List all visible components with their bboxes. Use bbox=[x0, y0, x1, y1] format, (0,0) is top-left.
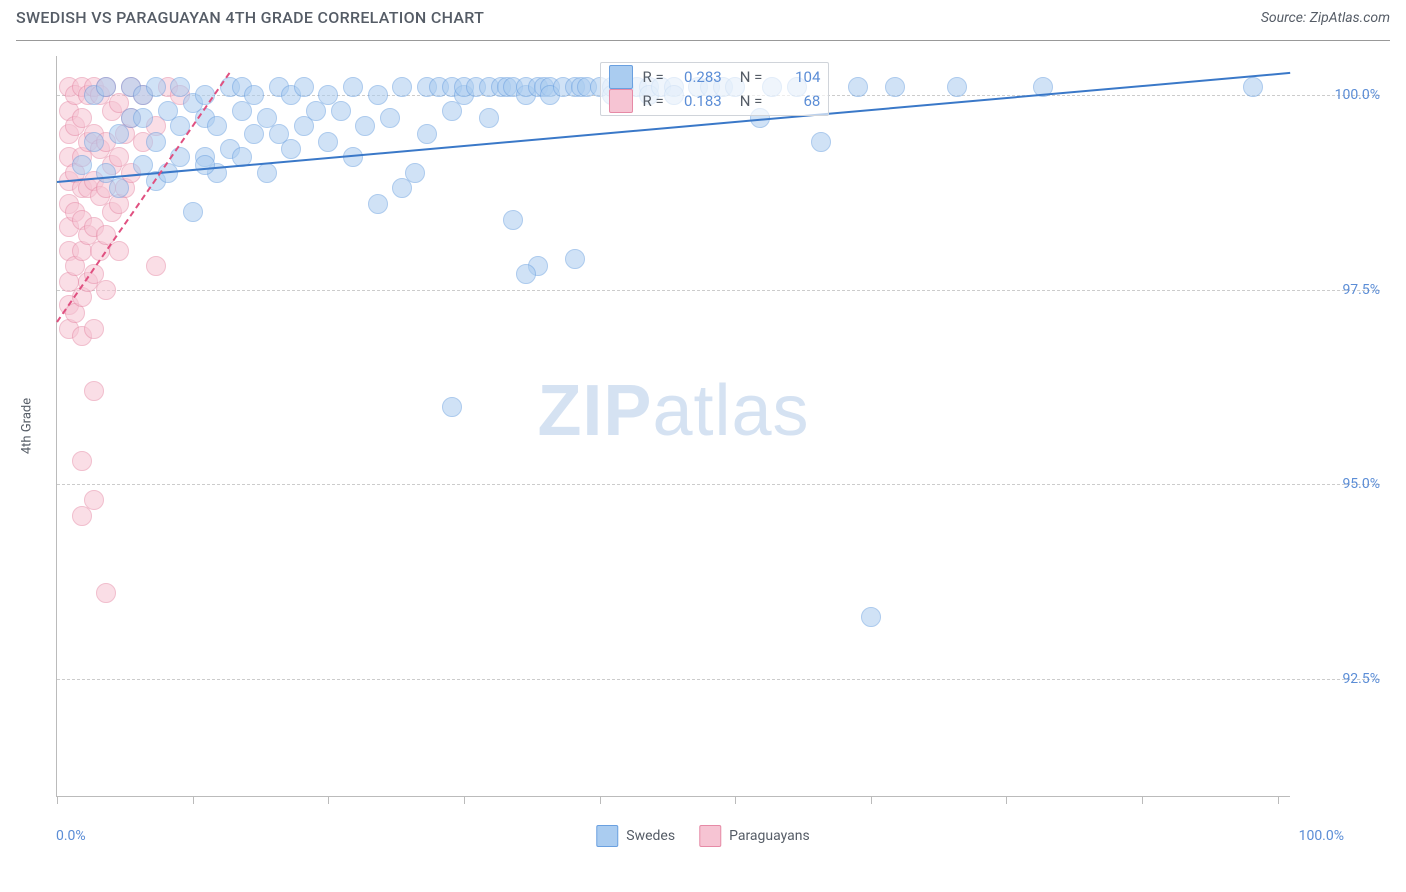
watermark-light: atlas bbox=[652, 371, 809, 451]
watermark-bold: ZIP bbox=[537, 371, 652, 451]
data-point bbox=[392, 77, 412, 97]
plot-area: 4th Grade ZIPatlas 92.5%95.0%97.5%100.0%… bbox=[56, 56, 1290, 797]
data-point bbox=[84, 490, 104, 510]
data-point bbox=[442, 397, 462, 417]
x-tick bbox=[1278, 796, 1279, 804]
data-point bbox=[947, 77, 967, 97]
data-point bbox=[195, 155, 215, 175]
data-point bbox=[417, 124, 437, 144]
data-point bbox=[146, 77, 166, 97]
data-point bbox=[503, 210, 523, 230]
data-point bbox=[343, 77, 363, 97]
legend-r-label: R = bbox=[643, 65, 664, 89]
gridline bbox=[57, 679, 1380, 680]
chart-title: SWEDISH VS PARAGUAYAN 4TH GRADE CORRELAT… bbox=[16, 8, 484, 27]
x-axis-label-right: 100.0% bbox=[1299, 828, 1344, 844]
watermark: ZIPatlas bbox=[537, 370, 809, 452]
legend-swatch bbox=[596, 825, 618, 847]
legend-n-label: N = bbox=[740, 89, 763, 113]
legend-swatch bbox=[609, 89, 633, 113]
legend-n-value: 104 bbox=[772, 65, 820, 89]
data-point bbox=[861, 607, 881, 627]
data-point bbox=[146, 256, 166, 276]
data-point bbox=[355, 116, 375, 136]
legend-stats-row: R = 0.283 N = 104 bbox=[609, 65, 821, 89]
data-point bbox=[848, 77, 868, 97]
legend-item: Swedes bbox=[596, 825, 675, 847]
x-tick bbox=[464, 796, 465, 804]
chart-source: Source: ZipAtlas.com bbox=[1261, 10, 1390, 26]
x-tick bbox=[735, 796, 736, 804]
data-point bbox=[565, 249, 585, 269]
chart-header: SWEDISH VS PARAGUAYAN 4TH GRADE CORRELAT… bbox=[0, 0, 1406, 31]
legend-n-value: 68 bbox=[772, 89, 820, 113]
y-axis-label: 4th Grade bbox=[20, 398, 35, 454]
legend-bottom: Swedes Paraguayans bbox=[596, 825, 809, 847]
data-point bbox=[516, 264, 536, 284]
data-point bbox=[318, 132, 338, 152]
data-point bbox=[183, 202, 203, 222]
chart-container: 4th Grade ZIPatlas 92.5% 95.0% 97.5% 100.0%… bbox=[16, 40, 1390, 872]
data-point bbox=[1243, 77, 1263, 97]
legend-r-value: 0.183 bbox=[674, 89, 722, 113]
data-point bbox=[294, 77, 314, 97]
gridline bbox=[57, 484, 1380, 485]
legend-r-value: 0.283 bbox=[674, 65, 722, 89]
data-point bbox=[96, 583, 116, 603]
x-tick bbox=[600, 796, 601, 804]
data-point bbox=[257, 163, 277, 183]
y-tick-label: 92.5% bbox=[1300, 671, 1380, 687]
data-point bbox=[84, 319, 104, 339]
data-point bbox=[281, 139, 301, 159]
data-point bbox=[72, 451, 92, 471]
x-tick bbox=[57, 796, 58, 804]
data-point bbox=[109, 178, 129, 198]
legend-swatch bbox=[609, 65, 633, 89]
x-axis-label-left: 0.0% bbox=[56, 828, 86, 844]
data-point bbox=[84, 381, 104, 401]
legend-item: Paraguayans bbox=[699, 825, 810, 847]
data-point bbox=[72, 155, 92, 175]
y-tick-label: 97.5% bbox=[1300, 282, 1380, 298]
data-point bbox=[146, 132, 166, 152]
data-point bbox=[244, 85, 264, 105]
data-point bbox=[331, 101, 351, 121]
data-point bbox=[479, 108, 499, 128]
data-point bbox=[207, 116, 227, 136]
data-point bbox=[96, 280, 116, 300]
x-tick bbox=[871, 796, 872, 804]
legend-stats: R = 0.283 N = 104 R = 0.183 N = 68 bbox=[600, 62, 830, 116]
legend-n-label: N = bbox=[740, 65, 763, 89]
y-tick-label: 95.0% bbox=[1300, 476, 1380, 492]
gridline bbox=[57, 290, 1380, 291]
data-point bbox=[405, 163, 425, 183]
data-point bbox=[811, 132, 831, 152]
legend-swatch bbox=[699, 825, 721, 847]
data-point bbox=[84, 132, 104, 152]
legend-label: Swedes bbox=[626, 828, 675, 844]
data-point bbox=[885, 77, 905, 97]
x-tick bbox=[193, 796, 194, 804]
legend-label: Paraguayans bbox=[729, 828, 810, 844]
x-tick bbox=[1142, 796, 1143, 804]
data-point bbox=[380, 108, 400, 128]
data-point bbox=[368, 194, 388, 214]
data-point bbox=[96, 77, 116, 97]
x-tick bbox=[328, 796, 329, 804]
data-point bbox=[368, 85, 388, 105]
legend-stats-row: R = 0.183 N = 68 bbox=[609, 89, 821, 113]
data-point bbox=[133, 108, 153, 128]
y-tick-label: 100.0% bbox=[1300, 87, 1380, 103]
legend-r-label: R = bbox=[643, 89, 664, 113]
x-tick bbox=[1006, 796, 1007, 804]
